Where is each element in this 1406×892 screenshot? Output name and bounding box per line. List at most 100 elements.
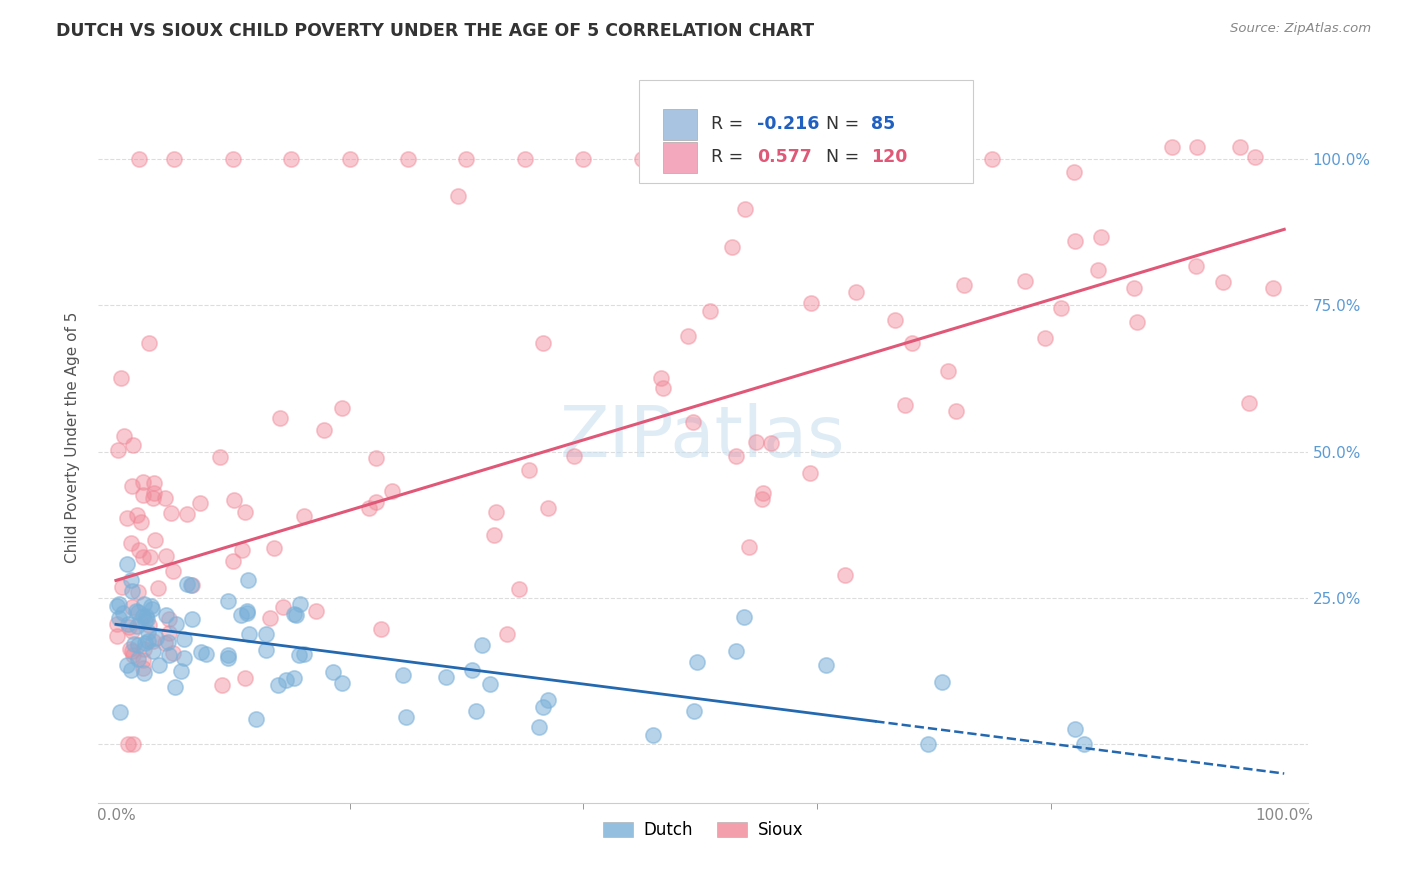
Point xyxy=(233,504,256,518)
Point xyxy=(163,152,186,166)
Point xyxy=(434,670,457,684)
Point xyxy=(218,651,240,665)
Text: ZIPatlas: ZIPatlas xyxy=(560,402,846,472)
Point xyxy=(121,644,143,658)
Text: -0.216: -0.216 xyxy=(758,115,820,134)
Point xyxy=(1064,722,1087,736)
Point xyxy=(1087,262,1109,277)
Point xyxy=(146,581,169,595)
Point xyxy=(330,401,353,415)
Point xyxy=(222,554,245,568)
Point xyxy=(562,449,585,463)
Point xyxy=(138,618,160,632)
Point xyxy=(1033,331,1056,345)
Point xyxy=(471,638,494,652)
Point xyxy=(142,633,165,648)
Point xyxy=(676,328,699,343)
Point xyxy=(330,676,353,690)
Point xyxy=(115,510,138,524)
Point xyxy=(107,442,129,457)
Point xyxy=(233,671,256,685)
Point xyxy=(132,549,155,564)
Point xyxy=(651,381,673,395)
Point xyxy=(733,610,755,624)
Point xyxy=(132,609,155,624)
Point xyxy=(142,491,165,505)
Point xyxy=(132,475,155,489)
Point xyxy=(170,664,193,678)
Point xyxy=(224,493,246,508)
Text: R =: R = xyxy=(711,115,749,134)
Point xyxy=(1014,274,1036,288)
Point xyxy=(945,403,967,417)
Point xyxy=(527,720,550,734)
Point xyxy=(122,648,145,662)
Point xyxy=(136,625,159,640)
Point xyxy=(274,673,297,688)
Point xyxy=(981,152,1004,166)
Point xyxy=(120,536,142,550)
Point xyxy=(339,152,361,166)
Point xyxy=(682,415,704,429)
Point xyxy=(125,605,148,619)
Point xyxy=(1237,396,1260,410)
Point xyxy=(128,542,150,557)
Point xyxy=(273,599,295,614)
Point xyxy=(531,700,554,714)
Point xyxy=(381,484,404,499)
Point xyxy=(685,655,707,669)
Point xyxy=(190,645,212,659)
Point xyxy=(131,661,153,675)
Point xyxy=(139,599,162,614)
Point xyxy=(845,285,868,299)
Point xyxy=(464,704,486,718)
Text: 0.577: 0.577 xyxy=(758,148,813,166)
Point xyxy=(209,450,232,464)
Point xyxy=(721,240,744,254)
Point xyxy=(134,614,156,628)
Point xyxy=(254,627,277,641)
Point xyxy=(259,611,281,625)
Point xyxy=(145,631,167,645)
Point xyxy=(485,505,508,519)
Point xyxy=(641,728,664,742)
Point xyxy=(751,491,773,506)
Point xyxy=(942,140,965,154)
Point xyxy=(815,658,838,673)
Text: R =: R = xyxy=(711,148,755,166)
Point xyxy=(165,616,187,631)
Point xyxy=(267,678,290,692)
Point xyxy=(115,557,138,571)
Point xyxy=(238,573,260,587)
Point xyxy=(1090,230,1112,244)
Point xyxy=(143,485,166,500)
Point xyxy=(699,304,721,318)
Point xyxy=(111,606,134,620)
Point xyxy=(111,580,134,594)
Point xyxy=(117,737,139,751)
Point xyxy=(136,612,159,626)
Legend: Dutch, Sioux: Dutch, Sioux xyxy=(596,814,810,846)
Point xyxy=(479,677,502,691)
FancyBboxPatch shape xyxy=(638,80,973,183)
Text: 85: 85 xyxy=(872,115,896,134)
Point xyxy=(392,668,415,682)
Point xyxy=(1187,140,1209,154)
Point xyxy=(364,450,387,465)
Point xyxy=(121,583,143,598)
Point xyxy=(110,370,132,384)
Point xyxy=(121,479,143,493)
Text: DUTCH VS SIOUX CHILD POVERTY UNDER THE AGE OF 5 CORRELATION CHART: DUTCH VS SIOUX CHILD POVERTY UNDER THE A… xyxy=(56,22,814,40)
Point xyxy=(725,449,748,463)
Text: N =: N = xyxy=(827,148,865,166)
Point xyxy=(396,152,419,166)
Point xyxy=(283,671,305,685)
Point xyxy=(285,608,308,623)
Point xyxy=(782,152,804,166)
Point xyxy=(195,647,218,661)
Point xyxy=(461,663,484,677)
Point xyxy=(292,647,315,661)
Point xyxy=(138,336,160,351)
Point xyxy=(1212,275,1234,289)
Point xyxy=(105,616,128,631)
